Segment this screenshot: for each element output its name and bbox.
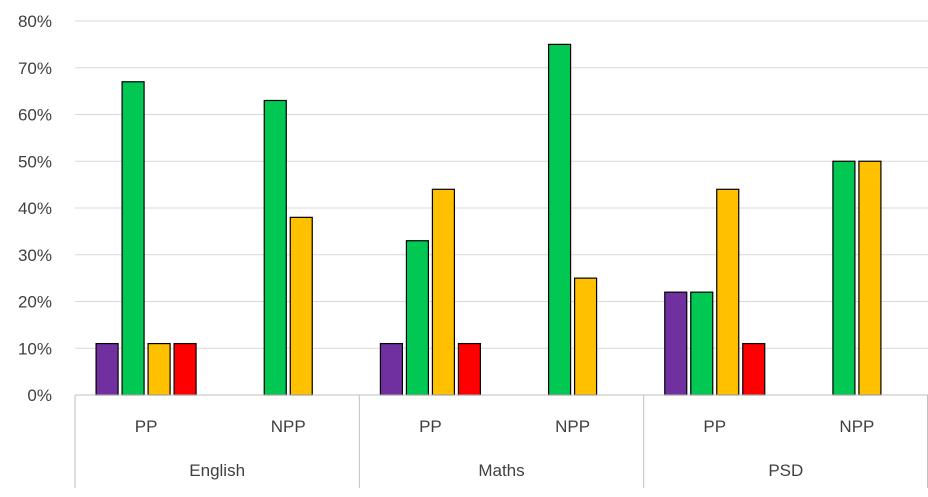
- bar: [716, 188, 740, 396]
- bar: [858, 160, 882, 396]
- bar: [573, 277, 598, 396]
- subcategory-label: NPP: [271, 417, 306, 436]
- bar: [431, 188, 456, 396]
- bar: [147, 342, 171, 396]
- x-axis-labels: PP NPP PP NPP PP NPP English Maths PSD: [135, 417, 875, 480]
- group-label: PSD: [768, 461, 803, 480]
- bar: [121, 81, 145, 396]
- y-tick-label: 50%: [18, 152, 52, 171]
- bar: [664, 291, 688, 396]
- bar: [690, 291, 714, 396]
- bars: [95, 43, 882, 396]
- bar: [742, 342, 766, 396]
- subcategory-label: PP: [135, 417, 158, 436]
- y-tick-label: 10%: [18, 339, 52, 358]
- subcategory-label: PP: [703, 417, 726, 436]
- group-label: English: [189, 461, 245, 480]
- y-tick-label: 60%: [18, 106, 52, 125]
- bar: [95, 342, 119, 396]
- bar: [547, 43, 572, 396]
- subcategory-label: PP: [419, 417, 442, 436]
- y-tick-label: 80%: [18, 12, 52, 31]
- group-label: Maths: [478, 461, 524, 480]
- subcategory-label: NPP: [839, 417, 874, 436]
- gridlines: [75, 20, 928, 349]
- bar: [832, 160, 856, 396]
- bar: [379, 342, 404, 396]
- subcategory-label: NPP: [555, 417, 590, 436]
- y-axis-tick-labels: 0% 10% 20% 30% 40% 50% 60% 70% 80%: [18, 12, 52, 405]
- bar: [405, 240, 430, 396]
- bar: [457, 342, 482, 396]
- y-tick-label: 30%: [18, 246, 52, 265]
- bar: [289, 216, 313, 396]
- y-tick-label: 70%: [18, 59, 52, 78]
- bar: [173, 342, 197, 396]
- y-tick-label: 0%: [27, 386, 52, 405]
- y-tick-label: 40%: [18, 199, 52, 218]
- bar: [263, 99, 287, 396]
- y-tick-label: 20%: [18, 293, 52, 312]
